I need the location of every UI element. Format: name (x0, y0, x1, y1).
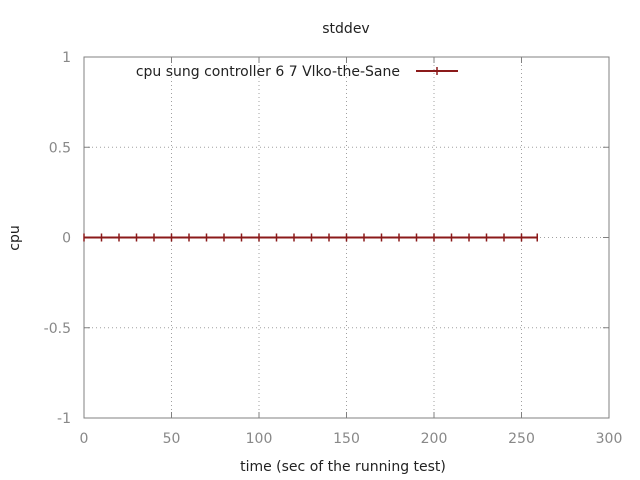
y-tick-label: 0 (62, 231, 71, 247)
x-tick-label: 0 (80, 431, 89, 447)
chart-title: stddev (322, 21, 369, 37)
x-tick-labels: 0 50 100 150 200 250 300 (80, 431, 623, 447)
x-tick-label: 150 (333, 431, 360, 447)
legend-label: cpu sung controller 6 7 Vlko-the-Sane (136, 64, 400, 80)
y-tick-label: 0.5 (49, 140, 71, 156)
x-tick-label: 50 (163, 431, 181, 447)
y-tick-labels: -1 -0.5 0 0.5 1 (44, 50, 71, 427)
x-tick-label: 300 (596, 431, 623, 447)
x-tick-label: 100 (246, 431, 273, 447)
y-tick-label: -1 (57, 411, 71, 427)
x-axis-label: time (sec of the running test) (240, 459, 446, 475)
series-group (83, 233, 538, 242)
y-axis-label: cpu (7, 225, 23, 250)
x-tick-label: 200 (421, 431, 448, 447)
y-tick-label: 1 (62, 50, 71, 66)
y-tick-label: -0.5 (44, 321, 71, 337)
legend: cpu sung controller 6 7 Vlko-the-Sane (136, 64, 458, 80)
x-tick-label: 250 (508, 431, 535, 447)
